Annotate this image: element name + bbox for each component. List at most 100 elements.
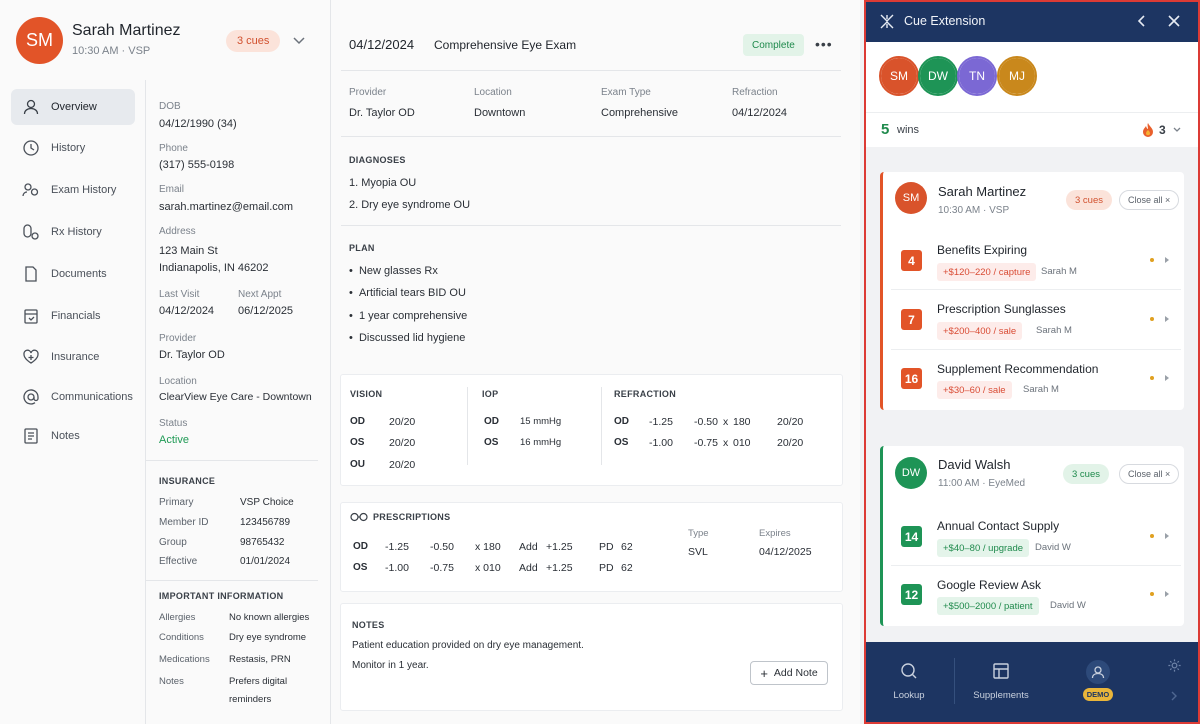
avatar[interactable]: TN [959,58,995,94]
cylinder-value: -0.75 [430,562,454,574]
status-label: Status [159,418,188,429]
measurements-card: VISION OD 20/20 OS 20/20 OU 20/20 IOP OD… [340,374,843,486]
sidebar-item-label: Exam History [51,184,117,196]
cue-number: 12 [901,584,922,605]
cues-badge[interactable]: 3 cues [226,30,281,52]
notes-card: NOTES Patient education provided on dry … [340,603,843,711]
chevron-right-icon[interactable] [1165,257,1169,263]
rx-type-label: Type [688,528,709,539]
dob-value: 04/12/1990 (34) [159,118,237,130]
close-all-button[interactable]: Close all × [1119,190,1180,210]
note-text: Patient education provided on dry eye ma… [352,640,584,651]
last-visit-label: Last Visit [159,289,200,300]
chevron-right-icon[interactable] [1165,316,1169,322]
chevron-right-icon[interactable] [1165,533,1169,539]
extension-footer: Lookup Supplements DEMO [866,642,1198,722]
important-title: IMPORTANT INFORMATION [159,591,284,601]
patient-info-panel: DOB 04/12/1990 (34) Phone (317) 555-0198… [145,80,330,724]
footer-lookup[interactable]: Lookup [884,662,934,701]
exam-type-value: Comprehensive [601,107,679,119]
important-key: Allergies [159,612,196,623]
iop-value: 16 mmHg [520,437,562,448]
plan-item: • Discussed lid hygiene [349,332,466,344]
extension-titlebar: Cue Extension [866,2,1198,42]
cue-title: Benefits Expiring [937,243,1028,257]
group-patient-subtitle: 10:30 AM · VSP [938,205,1010,216]
cue-number: 7 [901,309,922,330]
cue-item[interactable]: 16 Supplement Recommendation +$30–60 / s… [891,351,1181,408]
user-icon [1091,666,1105,679]
important-value: reminders [229,694,272,705]
chevron-right-icon[interactable] [1170,690,1178,702]
person-icon [23,99,39,115]
avatar[interactable]: DW [920,58,956,94]
patient-cue-group: SM Sarah Martinez 10:30 AM · VSP 3 cues … [880,172,1184,410]
wins-count: 5 [881,121,890,138]
patient-avatar: SM [16,17,63,64]
chevron-left-icon[interactable] [1136,14,1148,28]
wins-label: wins [897,124,920,136]
sidebar-item-overview[interactable]: Overview [11,89,135,125]
group-patient-subtitle: 11:00 AM · EyeMed [938,478,1026,489]
iop-title: IOP [482,389,499,399]
sidebar-item-notes[interactable]: Notes [11,418,135,454]
chevron-down-icon[interactable] [292,33,306,47]
pd-value: 62 [621,541,633,553]
insurance-value: 123456789 [240,517,291,528]
sidebar-nav: Overview History Exam History Rx History… [0,80,145,724]
document-icon [25,266,37,282]
wins-bar: 5 wins 3 [866,112,1198,147]
eye-label: OS [350,437,365,448]
chevron-down-icon[interactable] [1173,127,1181,133]
footer-supplements[interactable]: Supplements [966,662,1036,701]
sidebar-item-label: Overview [51,101,97,113]
more-options-icon[interactable]: ••• [815,36,833,52]
footer-demo[interactable]: DEMO [1076,660,1120,701]
status-dot [1150,534,1154,538]
grid-icon [993,663,1009,679]
gear-icon[interactable] [1167,658,1182,673]
calendar-icon [24,309,38,324]
add-note-button[interactable]: + Add Note [750,661,828,685]
cue-item[interactable]: 14 Annual Contact Supply +$40–80 / upgra… [891,508,1181,566]
sidebar-item-communications[interactable]: Communications [11,379,135,415]
sidebar-item-financials[interactable]: Financials [11,298,135,334]
close-all-button[interactable]: Close all × [1119,464,1180,484]
sidebar-item-insurance[interactable]: Insurance [11,339,135,375]
chevron-right-icon[interactable] [1165,375,1169,381]
exam-detail: 04/12/2024 Comprehensive Eye Exam Comple… [330,0,860,724]
cue-item[interactable]: 7 Prescription Sunglasses +$200–400 / sa… [891,291,1181,350]
chevron-right-icon[interactable] [1165,591,1169,597]
sidebar-item-rx-history[interactable]: Rx History [11,214,135,250]
cues-badge: 3 cues [1066,190,1112,210]
notes-title: NOTES [352,620,385,630]
heart-plus-icon [23,349,39,364]
cue-item[interactable]: 12 Google Review Ask +$500–2000 / patien… [891,567,1181,624]
eye-label: OS [614,437,629,448]
cue-number: 4 [901,250,922,271]
notes-icon [24,428,38,444]
plan-item: • 1 year comprehensive [349,310,468,322]
sidebar-item-label: Rx History [51,226,102,238]
email-value: sarah.martinez@email.com [159,201,294,213]
cue-value-tag: +$120–220 / capture [937,263,1037,281]
insurance-value: VSP Choice [240,497,294,508]
cue-assignee: Sarah M [1041,266,1077,277]
close-icon[interactable] [1167,14,1181,28]
sidebar-item-documents[interactable]: Documents [11,256,135,292]
cylinder-value: -0.75 [694,437,718,449]
avatar[interactable]: MJ [999,58,1035,94]
status-dot [1150,317,1154,321]
cue-extension-panel: Cue Extension SM DW TN MJ 5 wins 3 SM Sa… [864,0,1200,724]
pills-icon [23,224,39,240]
group-patient-name: David Walsh [938,457,1011,472]
sidebar-item-exam-history[interactable]: Exam History [11,172,135,208]
address-line1: 123 Main St [159,245,218,257]
glasses-icon [350,512,368,522]
important-value: Restasis, PRN [229,654,291,665]
cue-item[interactable]: 4 Benefits Expiring +$120–220 / capture … [891,231,1181,290]
provider-label: Provider [349,87,387,98]
sidebar-item-history[interactable]: History [11,130,135,166]
footer-label: Lookup [893,690,925,701]
avatar[interactable]: SM [881,58,917,94]
